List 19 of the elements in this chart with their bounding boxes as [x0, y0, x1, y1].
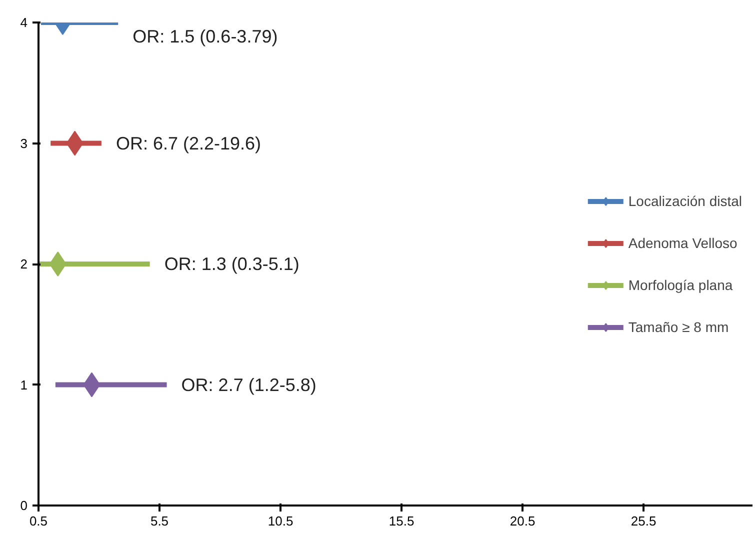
- x-tick-label: 0.5: [29, 514, 48, 528]
- legend-label: Morfología plana: [628, 276, 733, 292]
- annotation: OR: 1.5 (0.6-3.79): [132, 26, 278, 46]
- legend-label: Tamaño ≥ 8 mm: [628, 318, 729, 334]
- annotation: OR: 2.7 (1.2-5.8): [181, 374, 316, 395]
- y-tick-label: 1: [20, 377, 28, 392]
- x-tick-label: 10.5: [268, 514, 294, 528]
- y-tick-label: 0: [20, 498, 28, 513]
- legend-label: Localización distal: [628, 192, 742, 208]
- x-tick-label: 25.5: [630, 514, 656, 528]
- x-tick-label: 20.5: [510, 514, 536, 528]
- annotation: OR: 6.7 (2.2-19.6): [116, 133, 262, 154]
- y-tick-label: 4: [20, 15, 28, 30]
- legend-label: Adenoma Velloso: [628, 234, 738, 250]
- y-tick-label: 3: [20, 136, 28, 151]
- annotation: OR: 1.3 (0.3-5.1): [164, 254, 300, 274]
- y-tick-label: 2: [20, 256, 28, 272]
- x-tick-label: 15.5: [388, 514, 414, 528]
- x-tick-label: 5.5: [150, 514, 169, 528]
